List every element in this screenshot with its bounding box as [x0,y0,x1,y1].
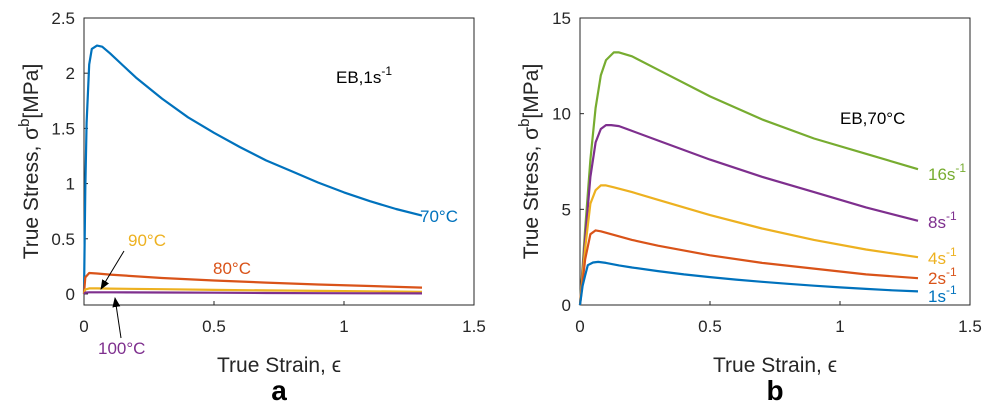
series-line-b-8s1 [578,124,919,306]
y-tick-label-b: 5 [562,200,571,219]
x-axis-label-b: True Strain, ϵ [713,354,837,377]
y-tick-label-a: 2 [66,64,75,83]
plot-area-b [579,17,971,306]
x-tick-label-a: 0.5 [202,317,226,336]
y-tick-label-a: 0 [66,285,75,304]
panel-label-b: b [766,375,783,406]
series-label-100c: 100°C [98,339,145,358]
plot-area-a [83,17,475,306]
series-line-a-80c [82,271,423,295]
series-line-b-4s1 [578,184,919,306]
series-line-b-2s1 [578,229,919,306]
x-tick-label-a: 1 [339,317,348,336]
x-tick-label-a: 0 [79,317,88,336]
x-tick-label-b: 0.5 [698,317,722,336]
series-label-70c: 70°C [420,207,458,226]
y-axis-label-b: True Stress, σb[MPa] [516,64,543,260]
annotation-a: EB,1s-1 [336,64,392,87]
arrow-90c [100,250,125,290]
y-tick-label-a: 2.5 [51,9,75,28]
y-axis-label-a: True Stress, σb[MPa] [16,64,43,260]
series-line-a-90c [82,287,423,295]
panel-label-a: a [271,375,287,406]
y-tick-label-a: 1 [66,175,75,194]
chart-a: 0 0.5 1 1.5 0 0.5 1 1.5 2 2.5 True Strain, ϵ True… [16,9,486,406]
x-tick-label-b: 1.5 [958,317,982,336]
series-label-2s: 2s-1 [928,265,957,288]
series-label-80c: 80°C [213,259,251,278]
series-line-a-70c [82,44,423,295]
series-label-1s: 1s-1 [928,283,957,306]
arrow-100c [112,297,122,339]
y-tick-label-b: 0 [562,296,571,315]
x-axis-label-a: True Strain, ϵ [217,354,341,377]
series-line-a-100c [83,291,423,295]
x-tick-label-a: 1.5 [462,317,486,336]
x-tick-label-b: 1 [835,317,844,336]
series-line-b-16s1 [578,51,919,306]
series-line-b-1s1 [578,260,919,306]
series-label-4s: 4s-1 [928,245,957,268]
y-tick-label-b: 10 [552,105,571,124]
axis-ticks-b: 0 0.5 1 1.5 0 5 10 15 [552,9,982,336]
series-group-b [578,51,919,306]
series-group-a [82,44,423,295]
x-tick-label-b: 0 [575,317,584,336]
annotation-b: EB,70°C [840,109,905,128]
chart-b: 0 0.5 1 1.5 0 5 10 15 True Strain, ϵ True Stres… [516,9,982,406]
series-label-90c: 90°C [128,231,166,250]
y-tick-label-a: 0.5 [51,230,75,249]
y-tick-label-b: 15 [552,9,571,28]
series-label-16s: 16s-1 [928,161,966,184]
series-label-8s: 8s-1 [928,209,957,232]
y-tick-label-a: 1.5 [51,119,75,138]
